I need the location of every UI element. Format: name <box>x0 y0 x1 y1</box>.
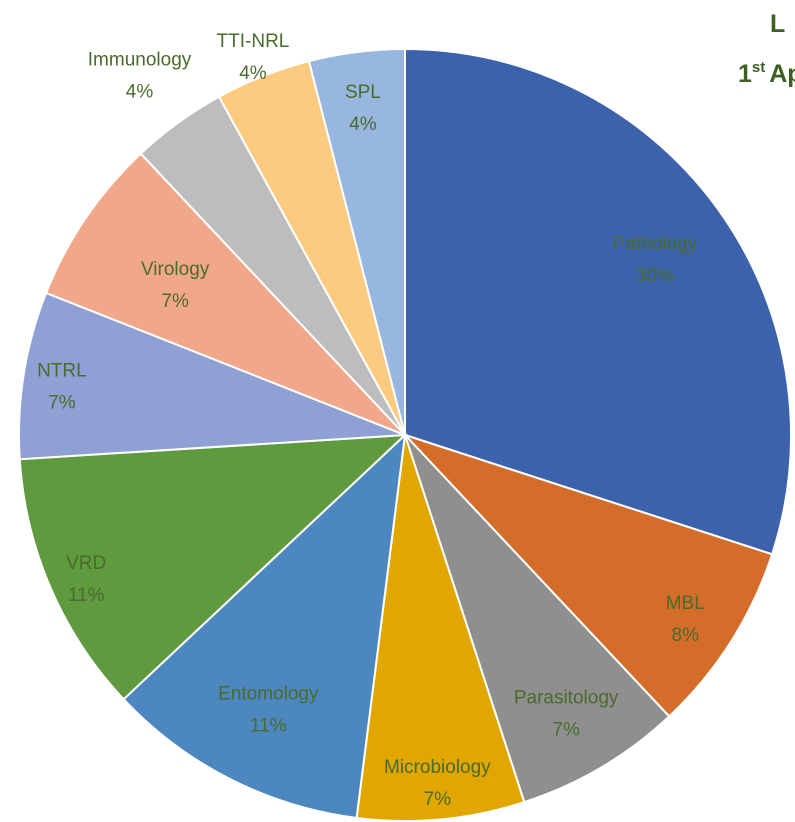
slices <box>18 47 792 822</box>
slice-label-name: NTRL <box>37 361 87 382</box>
pie-slice <box>18 433 408 701</box>
pie-slice <box>18 291 406 461</box>
slice-label-name: MBL <box>666 593 705 614</box>
subtitle-number: 1 <box>738 60 752 88</box>
subtitle-suffix: st <box>752 59 765 76</box>
slice-label-name: Parasitology <box>514 687 619 708</box>
slice-label-name: Pathology <box>613 233 698 254</box>
labels: Pathology 30% MBL 8% Parasitology 7% Microbiol… <box>37 31 705 810</box>
pie-slice <box>44 152 406 436</box>
pie-slice <box>404 47 792 556</box>
pie-slice <box>122 432 407 820</box>
slice-label-name: SPL <box>345 82 381 103</box>
slice-label-name: Immunology <box>88 50 192 71</box>
chart-title: L <box>770 10 785 38</box>
slice-label-value: 4% <box>126 82 154 103</box>
slice-label-name: Entomology <box>218 683 319 704</box>
slice-label-name: Microbiology <box>384 757 491 778</box>
slice-label-value: 11% <box>250 715 287 736</box>
pie-slice <box>307 47 406 436</box>
slice-label-value: 7% <box>161 291 189 312</box>
slice-label-value: 4% <box>239 63 267 84</box>
slice-label-value: 30% <box>636 265 674 286</box>
slice-label-value: 7% <box>48 393 76 414</box>
slice-label-name: Virology <box>141 259 210 280</box>
slice-label-value: 7% <box>424 789 452 810</box>
pie-slice <box>355 434 526 822</box>
pie-slice <box>404 434 774 718</box>
slice-label-name: TTI-NRL <box>217 31 290 52</box>
slice-label-value: 7% <box>552 719 580 740</box>
subtitle-rest: Ap <box>769 60 795 88</box>
chart-subtitle: 1st Ap <box>738 59 795 88</box>
slice-label-value: 4% <box>349 114 377 135</box>
pie-slice <box>404 434 671 804</box>
slice-label-value: 8% <box>672 625 700 646</box>
slice-label-value: 11% <box>68 585 105 606</box>
slice-label-name: VRD <box>66 553 106 574</box>
